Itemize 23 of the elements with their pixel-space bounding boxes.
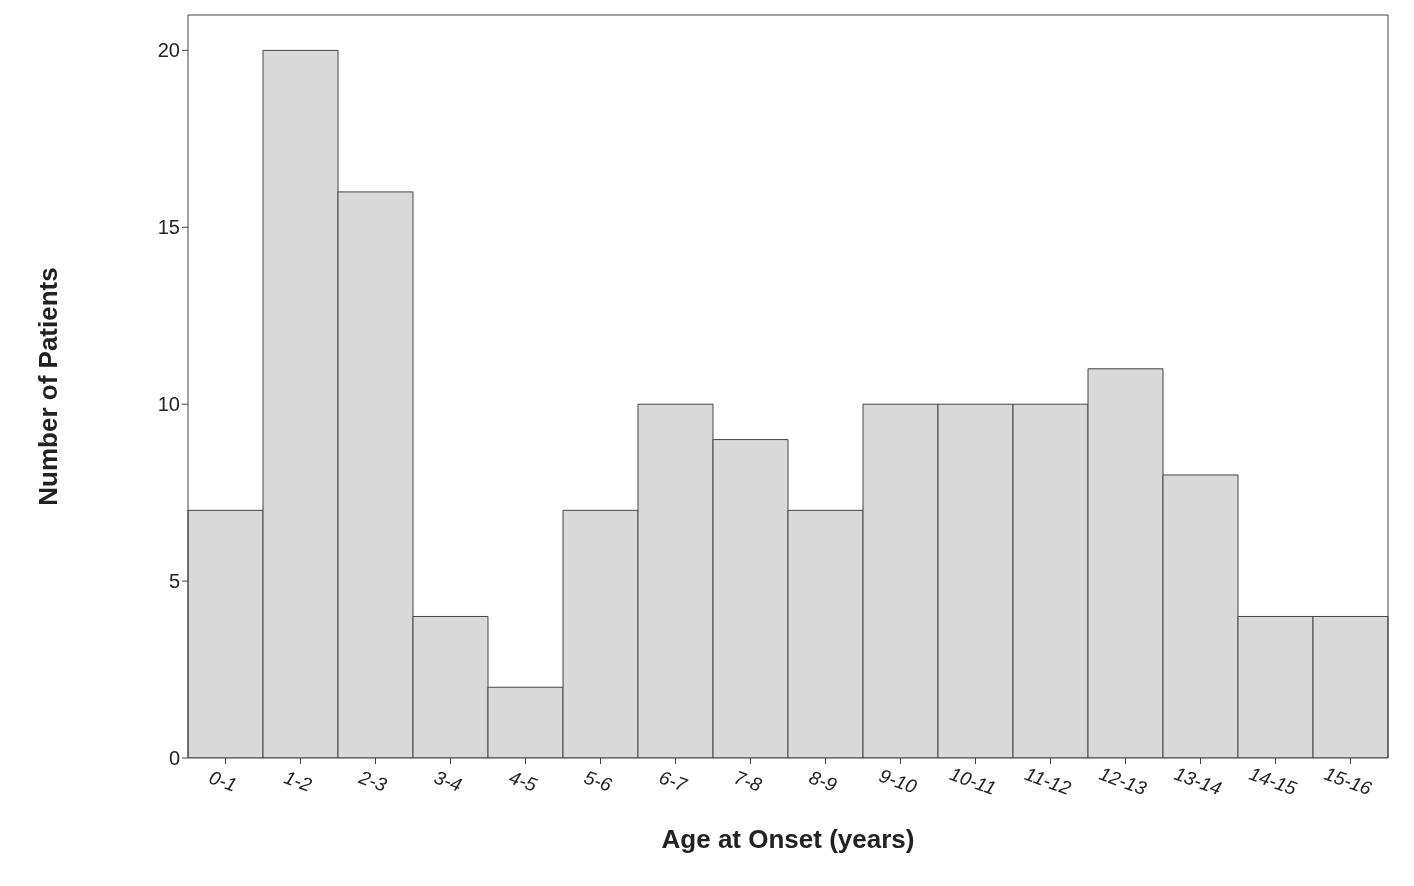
x-tick-label: 14-15 <box>1246 762 1300 800</box>
y-axis-title: Number of Patients <box>33 267 64 506</box>
x-tick-label: 2-3 <box>355 766 390 796</box>
x-tick-label: 0-1 <box>206 766 240 796</box>
y-tick-label: 20 <box>157 39 180 62</box>
x-tick-label: 10-11 <box>947 763 999 799</box>
x-tick-label: 8-9 <box>806 766 840 796</box>
x-tick-label: 13-14 <box>1171 762 1225 800</box>
x-tick-label: 1-2 <box>281 766 315 796</box>
y-tick-label: 5 <box>168 570 180 593</box>
x-tick-label: 5-6 <box>581 766 615 796</box>
x-tick-label: 6-7 <box>656 766 691 797</box>
x-tick-label: 11-12 <box>1022 763 1075 800</box>
y-tick-label: 0 <box>168 747 180 770</box>
y-tick-label: 10 <box>157 393 180 416</box>
x-tick-label: 15-16 <box>1321 762 1375 800</box>
x-tick-label: 4-5 <box>506 766 540 796</box>
y-tick-label: 15 <box>157 216 180 239</box>
x-tick-label: 7-8 <box>731 766 765 796</box>
x-axis-title: Age at Onset (years) <box>661 824 915 854</box>
x-tick-label: 9-10 <box>876 764 920 798</box>
x-tick-label: 12-13 <box>1096 762 1150 800</box>
x-tick-label: 3-4 <box>431 766 465 796</box>
